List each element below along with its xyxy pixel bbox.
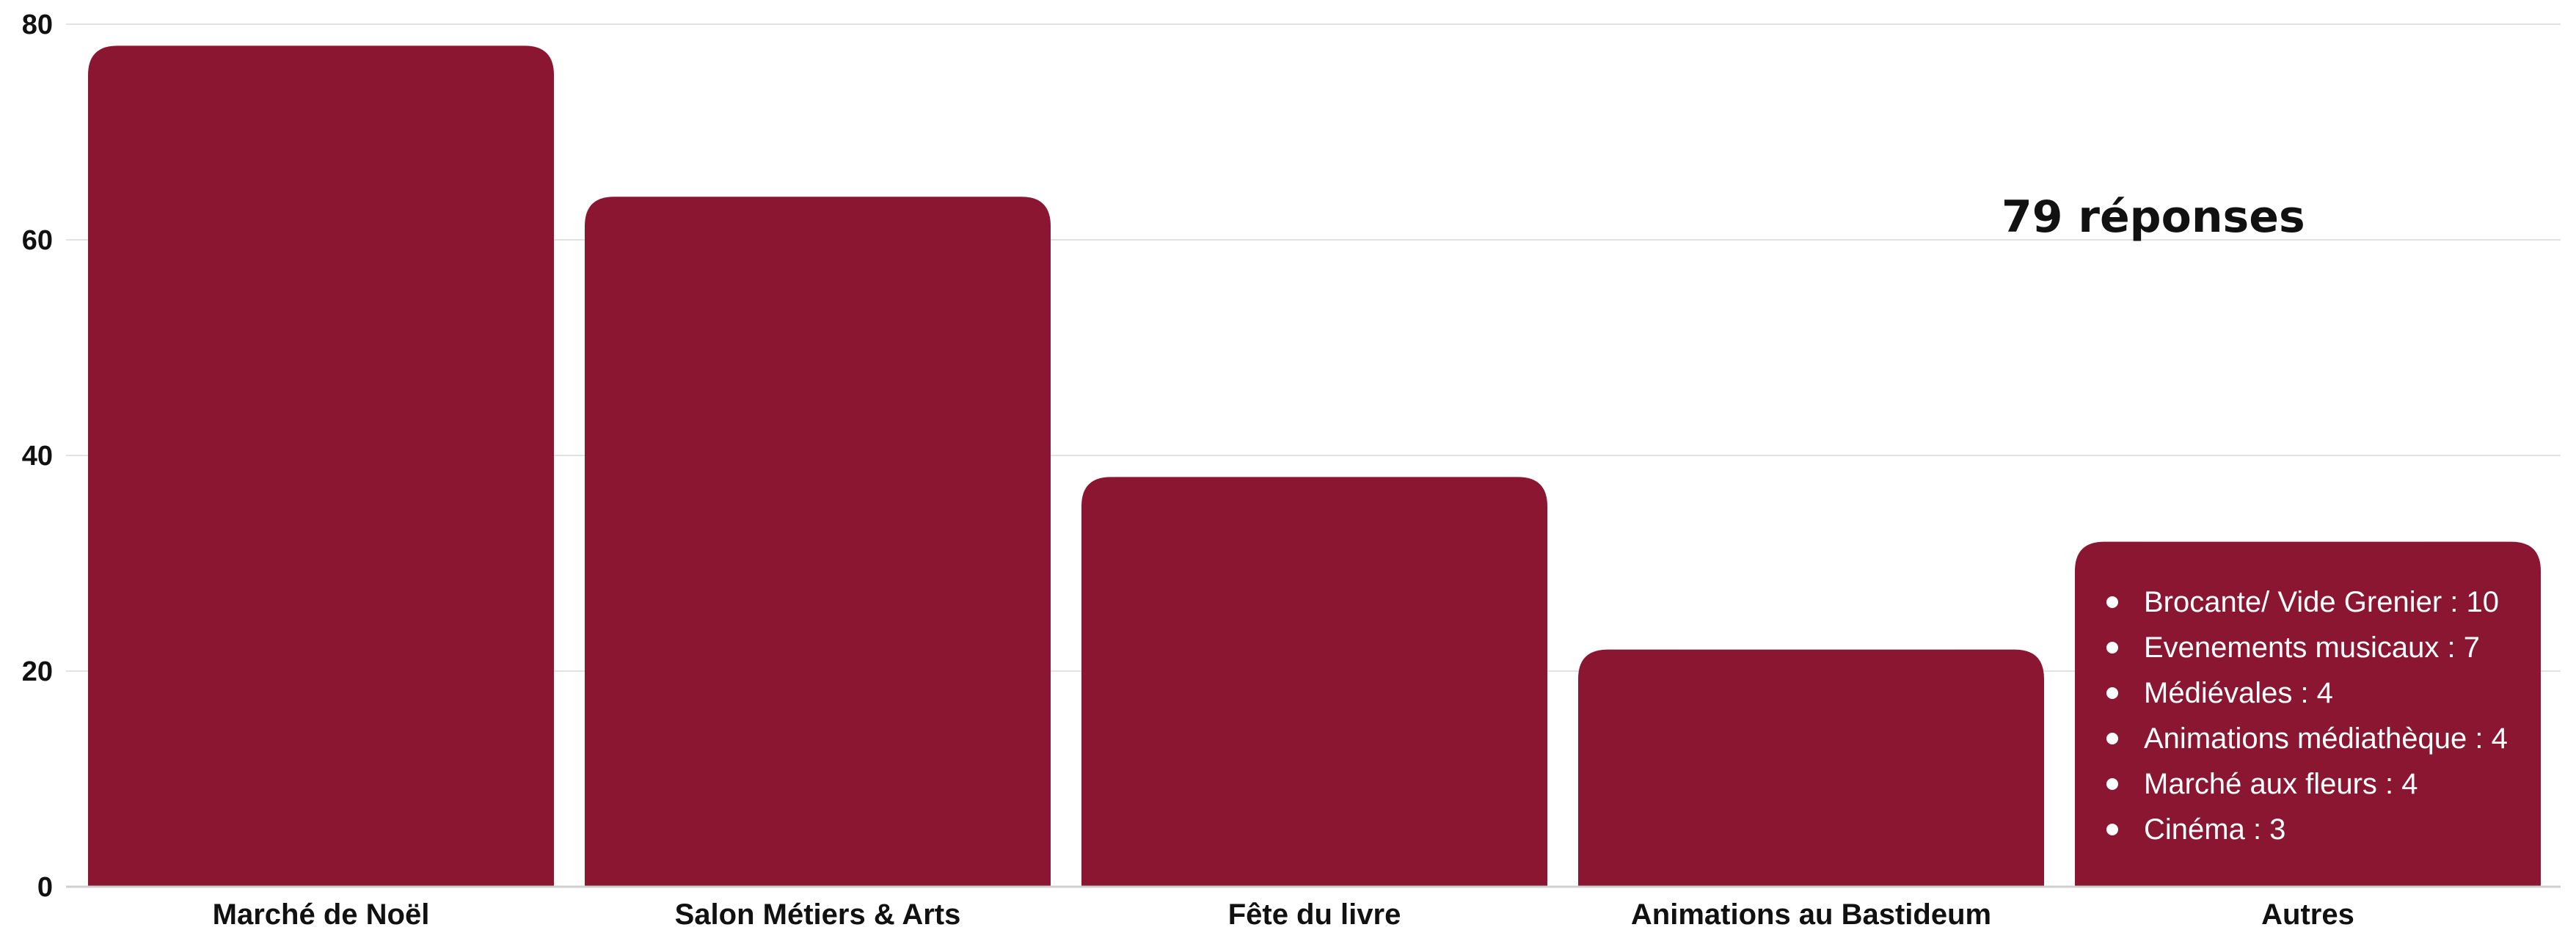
x-category-label: Marché de Noël — [213, 898, 430, 930]
bullet-icon — [2106, 733, 2118, 744]
y-tick-label: 0 — [37, 872, 53, 903]
bullet-icon — [2106, 824, 2118, 835]
autres-detail-item: Médiévales : 4 — [2144, 677, 2333, 709]
autres-detail-item: Cinéma : 3 — [2144, 813, 2285, 846]
bars — [88, 45, 2541, 887]
y-tick-label: 60 — [22, 225, 53, 256]
x-category-label: Fête du livre — [1228, 898, 1401, 930]
bar — [2075, 541, 2541, 887]
bullet-icon — [2106, 778, 2118, 790]
autres-detail-item: Animations médiathèque : 4 — [2144, 722, 2508, 755]
autres-detail-item: Brocante/ Vide Grenier : 10 — [2144, 586, 2499, 618]
x-axis-labels: Marché de Noël Salon Métiers & Arts Fête d… — [213, 898, 2354, 930]
x-category-label: Autres — [2261, 898, 2354, 930]
bullet-icon — [2106, 687, 2118, 699]
bar — [1578, 649, 2044, 887]
responses-annotation: 79 réponses — [2002, 191, 2305, 243]
bullet-icon — [2106, 642, 2118, 653]
bar — [1081, 477, 1547, 887]
y-tick-label: 40 — [22, 441, 53, 472]
autres-details-list: Brocante/ Vide Grenier : 10 Evenements mu… — [2106, 586, 2508, 846]
y-tick-label: 20 — [22, 656, 53, 687]
y-tick-label: 80 — [22, 10, 53, 40]
bar — [88, 45, 554, 887]
bullet-icon — [2106, 596, 2118, 608]
x-category-label: Salon Métiers & Arts — [675, 898, 961, 930]
autres-detail-item: Evenements musicaux : 7 — [2144, 631, 2480, 664]
y-axis: 0 20 40 60 80 — [22, 10, 53, 903]
bar — [585, 197, 1051, 887]
x-category-label: Animations au Bastideum — [1631, 898, 1991, 930]
autres-detail-item: Marché aux fleurs : 4 — [2144, 768, 2418, 800]
